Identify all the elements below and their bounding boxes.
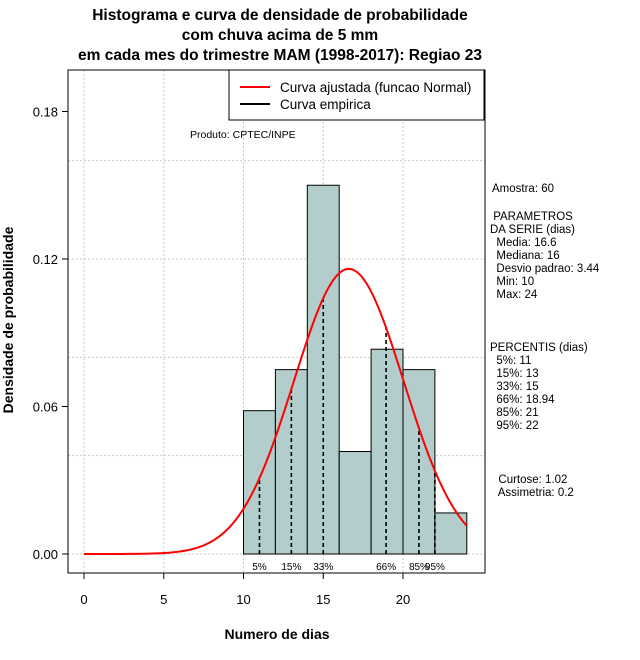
legend-label-empirical: Curva empirica [280,97,371,112]
stat-line: Min: 10 [490,276,535,288]
chart-title-line-1: Histograma e curva de densidade de proba… [92,7,468,24]
stat-line: PERCENTIS (dias) [490,342,588,354]
stat-line: 5%: 11 [490,355,532,367]
percentile-label: 15% [281,562,301,573]
percentile-label: 95% [425,562,445,573]
stat-line: Curtose: 1.02 [492,474,568,486]
stat-line: Assimetria: 0.2 [492,487,574,499]
chart-title-line-3: em cada mes do trimestre MAM (1998-2017)… [77,47,483,64]
x-tick-label: 0 [80,592,87,607]
stat-line: 85%: 21 [490,407,539,419]
x-axis-label: Numero de dias [224,626,329,642]
stat-line: Desvio padrao: 3.44 [490,263,600,275]
histogram-bar [370,348,404,555]
stats-percentis: PERCENTIS (dias) 5%: 11 15%: 13 33%: 15 … [490,342,588,433]
curve-layer [84,267,468,555]
stat-line: Media: 16.6 [490,237,557,249]
stat-line: 66%: 18.94 [490,394,555,406]
x-tick-label: 5 [160,592,167,607]
percentile-label: 66% [376,562,396,573]
stat-line: 95%: 22 [490,420,539,432]
y-tick-label: 0.00 [33,547,58,562]
histogram-bar [338,450,372,555]
x-tick-label: 10 [236,592,250,607]
percentile-label: 85% [409,562,429,573]
percentile-lines-layer: 5% 15% 33% 66% 85%95% [252,298,445,573]
axes-layer: 0 5 10 15 20 0.00 0.06 0.12 0.18 [33,105,411,608]
stat-line: Mediana: 16 [490,250,560,262]
legend-box [228,69,485,121]
percentile-label: 33% [313,562,333,573]
stat-line: 15%: 13 [490,368,539,380]
stats-parametros: PARAMETROS DA SERIE (dias) Media: 16.6 M… [490,211,599,302]
product-annotation: Produto: CPTEC/INPE [190,129,296,141]
y-axis-label: Densidade de probabilidade [0,226,16,413]
y-tick-label: 0.06 [33,400,58,415]
stat-line: Max: 24 [490,289,538,301]
percentile-label: 5% [252,562,267,573]
y-tick-label: 0.12 [33,252,58,267]
stat-line: 33%: 15 [490,381,539,393]
x-tick-label: 15 [316,592,330,607]
bars-layer [243,184,468,555]
normal-fit-curve [84,267,468,555]
chart-title-line-2: com chuva acima de 5 mm [181,27,379,44]
stat-line: PARAMETROS [490,211,573,223]
legend-label-fitted: Curva ajustada (funcao Normal) [280,80,471,95]
stat-amostra: Amostra: 60 [492,183,554,195]
x-tick-label: 20 [396,592,410,607]
legend: Curva ajustada (funcao Normal) Curva emp… [228,69,485,121]
stat-line: DA SERIE (dias) [490,224,575,236]
histogram-bar [434,512,468,555]
y-tick-label: 0.18 [33,105,58,120]
stats-forma: Curtose: 1.02 Assimetria: 0.2 [492,474,574,500]
